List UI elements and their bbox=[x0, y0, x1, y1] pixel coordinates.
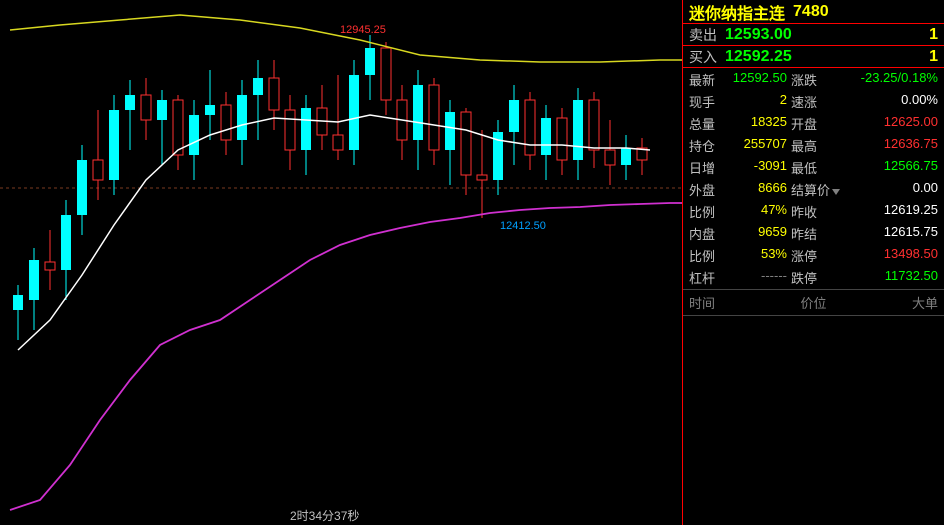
ask-price: 12593.00 bbox=[725, 26, 888, 44]
quote-label: 比例 bbox=[689, 202, 725, 221]
tick-list[interactable] bbox=[683, 316, 944, 496]
candlestick-chart bbox=[0, 0, 682, 525]
quote-value: 12592.50 bbox=[729, 70, 787, 89]
tick-header-time: 时间 bbox=[689, 293, 772, 312]
countdown-timer: 2时34分37秒 bbox=[290, 507, 359, 524]
quote-label: 总量 bbox=[689, 114, 725, 133]
tick-header-price: 价位 bbox=[772, 293, 855, 312]
quote-label: 日增 bbox=[689, 158, 725, 177]
quote-value: 12566.75 bbox=[831, 158, 938, 177]
quote-label: 涨跌 bbox=[791, 70, 827, 89]
ask-row[interactable]: 卖出 12593.00 1 bbox=[683, 24, 944, 46]
quote-label: 昨收 bbox=[791, 202, 827, 221]
quote-label: 外盘 bbox=[689, 180, 725, 199]
quote-label: 杠杆 bbox=[689, 268, 725, 287]
quote-value: 18325 bbox=[729, 114, 787, 133]
quote-value: -23.25/0.18% bbox=[831, 70, 938, 89]
quote-value: 255707 bbox=[729, 136, 787, 155]
quote-label: 昨结 bbox=[791, 224, 827, 243]
quote-label: 速涨 bbox=[791, 92, 827, 111]
quote-label: 结算价 bbox=[791, 180, 827, 199]
bid-label: 买入 bbox=[689, 47, 725, 67]
ask-qty: 1 bbox=[888, 26, 938, 44]
quote-value: 47% bbox=[729, 202, 787, 221]
quote-label: 最低 bbox=[791, 158, 827, 177]
quote-value: 0.00 bbox=[831, 180, 938, 199]
tick-header-volume: 大单 bbox=[855, 293, 938, 312]
quote-value: 12625.00 bbox=[831, 114, 938, 133]
quote-label: 最新 bbox=[689, 70, 725, 89]
quote-label: 跌停 bbox=[791, 268, 827, 287]
quote-panel: 迷你纳指主连 7480 卖出 12593.00 1 买入 12592.25 1 … bbox=[682, 0, 944, 525]
quote-label: 最高 bbox=[791, 136, 827, 155]
quote-value: 12615.75 bbox=[831, 224, 938, 243]
ask-label: 卖出 bbox=[689, 25, 725, 45]
quote-value: 53% bbox=[729, 246, 787, 265]
quote-label: 现手 bbox=[689, 92, 725, 111]
tick-header: 时间 价位 大单 bbox=[683, 290, 944, 316]
quote-value: 8666 bbox=[729, 180, 787, 199]
bid-row[interactable]: 买入 12592.25 1 bbox=[683, 46, 944, 68]
quote-value: 12636.75 bbox=[831, 136, 938, 155]
quote-label: 开盘 bbox=[791, 114, 827, 133]
instrument-code: 7480 bbox=[793, 3, 829, 21]
quote-value: 11732.50 bbox=[831, 268, 938, 287]
chart-area[interactable]: 12945.25 12412.50 2时34分37秒 bbox=[0, 0, 682, 525]
quote-value: 2 bbox=[729, 92, 787, 111]
quote-label: 内盘 bbox=[689, 224, 725, 243]
instrument-title[interactable]: 迷你纳指主连 7480 bbox=[683, 0, 944, 24]
quote-value: 0.00% bbox=[831, 92, 938, 111]
quote-value: 12619.25 bbox=[831, 202, 938, 221]
quote-value: 13498.50 bbox=[831, 246, 938, 265]
quote-grid: 最新12592.50涨跌-23.25/0.18% 现手2速涨0.00% 总量1832… bbox=[683, 68, 944, 290]
bid-qty: 1 bbox=[888, 48, 938, 66]
quote-label: 持仓 bbox=[689, 136, 725, 155]
quote-label: 比例 bbox=[689, 246, 725, 265]
instrument-name: 迷你纳指主连 bbox=[689, 0, 785, 24]
quote-value: 9659 bbox=[729, 224, 787, 243]
quote-label: 涨停 bbox=[791, 246, 827, 265]
quote-value: ------ bbox=[729, 268, 787, 287]
bid-price: 12592.25 bbox=[725, 48, 888, 66]
quote-value: -3091 bbox=[729, 158, 787, 177]
